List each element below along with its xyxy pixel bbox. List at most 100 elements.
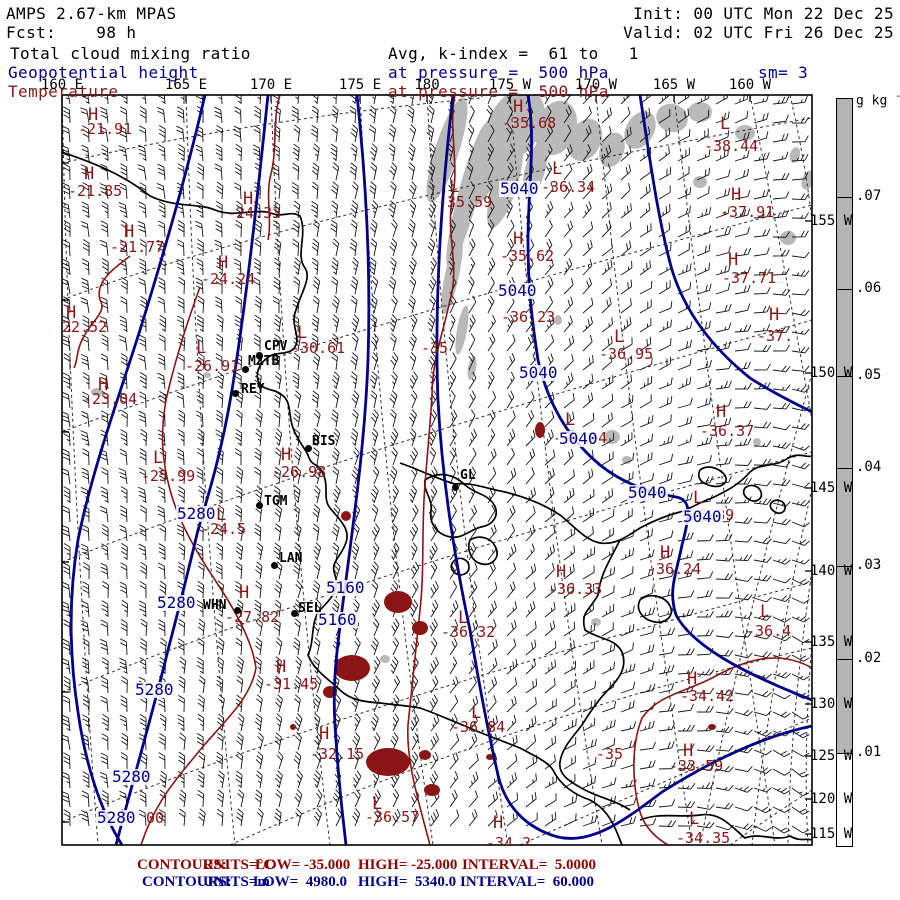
station-marker	[271, 562, 278, 569]
pressure-center-mark: H	[660, 543, 671, 563]
temperature-label: -38.44	[704, 137, 759, 155]
pressure-center-mark: L	[720, 114, 731, 134]
height-contour-label: 5280	[156, 593, 197, 612]
temperature-label: -36.24	[647, 560, 702, 578]
temperature-label: -36.37	[700, 422, 755, 440]
height-contour-label: 5040	[497, 281, 538, 300]
height-contour-label: 5280	[176, 504, 217, 523]
pressure-center-mark: L	[552, 159, 563, 179]
height-contour-label: 5280	[111, 767, 152, 786]
temperature-label: -34.2	[486, 834, 532, 852]
temperature-label: 00	[146, 809, 165, 827]
temperature-label: -24.5	[201, 520, 247, 538]
station-label: MZTB	[248, 354, 280, 369]
temperature-label: -33.59	[669, 757, 724, 775]
pressure-center-mark: H	[243, 189, 254, 209]
station-marker	[234, 607, 241, 614]
temperature-label: -36.57	[365, 808, 420, 826]
pressure-center-mark: L	[216, 505, 227, 525]
temperature-label: -24.33	[227, 204, 282, 222]
pressure-center-mark: L	[372, 794, 383, 814]
height-contours-layer	[69, 95, 812, 845]
station-label: BIS	[312, 434, 336, 449]
temperature-label: -36.4	[746, 622, 792, 640]
temperature-label: -37.91	[720, 203, 775, 221]
station-marker	[452, 484, 459, 491]
temperature-label: -35	[596, 745, 624, 763]
pressure-center-mark: L	[614, 327, 625, 347]
height-contour-label: 5280	[134, 680, 175, 699]
temperature-label: -24.24	[201, 270, 256, 288]
height-contour-label: 5040	[518, 363, 559, 382]
height-contour-label: 5160	[317, 610, 358, 629]
pressure-center-mark: H	[276, 657, 287, 677]
height-level: at pressure = 500 hPa	[388, 63, 609, 82]
pressure-center-mark: H	[319, 724, 330, 744]
pressure-center-mark: H	[513, 97, 524, 117]
wind-barbs-layer	[62, 95, 810, 834]
temperature-label: -23.04	[83, 390, 138, 408]
temperature-label: -25.99	[141, 467, 196, 485]
temperature-label: -35.59	[438, 193, 493, 211]
height-contour-label: 5040	[499, 179, 540, 198]
model-title: AMPS 2.67-km MPAS	[6, 4, 177, 23]
station-label: CPV	[264, 339, 288, 354]
station-label: LAN	[279, 551, 303, 566]
pressure-center-mark: L	[196, 338, 207, 358]
station-marker	[291, 610, 298, 617]
pressure-center-mark: H	[769, 305, 780, 325]
height-contour-label: 5040	[682, 507, 723, 526]
valid-time: Valid: 02 UTC Fri 26 Dec 25	[623, 23, 894, 42]
temperature-label: -36.23	[501, 308, 556, 326]
field-cloud: Total cloud mixing ratio	[10, 44, 251, 63]
temperature-label: -32.15	[310, 745, 365, 763]
station-label: GL	[460, 468, 476, 483]
temperature-label: -26.91	[185, 357, 240, 375]
temperature-label: -21.77	[110, 238, 165, 256]
field-temperature: Temperature	[8, 82, 119, 101]
coastline-layer	[62, 151, 812, 845]
pressure-center-mark: L	[471, 703, 482, 723]
pressure-center-mark: H	[218, 253, 229, 273]
temperature-label: -34.42	[680, 687, 735, 705]
cloud-shading-layer	[91, 95, 812, 663]
temperature-label: -27.82	[225, 608, 280, 626]
temperature-label: -36.33	[548, 580, 603, 598]
pressure-center-mark: H	[513, 229, 524, 249]
temperature-level: at pressure = 500 hPa	[388, 82, 609, 101]
k-index: Avg, k-index = 61 to 1	[388, 44, 639, 63]
pressure-center-mark: H	[687, 669, 698, 689]
field-height: Geopotential height	[8, 63, 199, 82]
pressure-center-mark: H	[683, 741, 694, 761]
station-marker	[256, 352, 263, 359]
pressure-center-mark: H	[281, 445, 292, 465]
temperature-label: -36.95	[599, 345, 654, 363]
temperature-label: -21.85	[68, 182, 123, 200]
temperature-label: -26.98	[272, 463, 327, 481]
pressure-center-mark: H	[239, 583, 250, 603]
pressure-center-mark: H	[716, 402, 727, 422]
station-marker	[232, 390, 239, 397]
station-label: TGM	[264, 494, 288, 509]
temperature-label: -34.35	[676, 829, 731, 847]
pressure-center-mark: H	[124, 222, 135, 242]
temperature-label: -21.91	[78, 120, 133, 138]
smoothing: sm= 3	[758, 63, 809, 82]
temperature-label: -36.84	[451, 718, 506, 736]
pressure-center-mark: H	[88, 105, 99, 125]
height-contour-label: 5160	[325, 578, 366, 597]
pressure-center-mark: L	[153, 448, 164, 468]
temperature-label: -31.45	[264, 675, 319, 693]
height-contour-label: 5040	[627, 483, 668, 502]
init-time: Init: 00 UTC Mon 22 Dec 25	[633, 4, 894, 23]
pressure-center-mark: L	[689, 809, 700, 829]
pressure-center-mark: H	[728, 250, 739, 270]
station-marker	[242, 366, 249, 373]
temperature-label: -35.68	[502, 114, 557, 132]
temperature-label: -36.32	[441, 623, 496, 641]
temperature-contours-layer	[73, 95, 812, 845]
height-contour-label: 5280	[96, 808, 137, 827]
temperature-label: -36.34	[541, 178, 596, 196]
